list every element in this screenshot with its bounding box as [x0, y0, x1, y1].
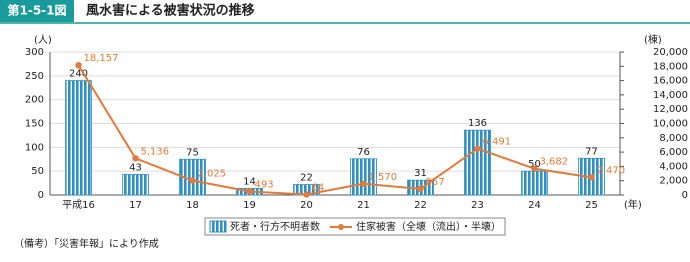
x-tick-label: 24 [528, 200, 541, 211]
y2-tick-label: 12,000 [653, 104, 688, 115]
x-tick-label: 25 [585, 200, 598, 211]
bar-value-label: 76 [357, 147, 370, 158]
bar [521, 170, 548, 196]
line-point [588, 174, 595, 181]
y-tick-label: 0 [38, 190, 44, 201]
bar [464, 129, 491, 196]
y2-tick-label: 2,000 [659, 176, 688, 187]
y-tick-label: 250 [25, 71, 44, 82]
line-point [417, 185, 424, 193]
x-tick-label: 20 [300, 200, 313, 211]
x-axis-unit: (年) [624, 198, 642, 211]
line-point [360, 180, 367, 187]
x-tick-label: 18 [186, 200, 199, 211]
line-point [303, 191, 310, 198]
y-tick-label: 150 [25, 119, 44, 130]
line-value-label: 3,682 [540, 157, 569, 168]
line-value-label: 1,570 [369, 172, 398, 183]
bar-value-label: 50 [528, 159, 541, 170]
figure-badge [0, 0, 74, 22]
y2-tick-label: 6,000 [659, 147, 688, 158]
line-value-label: 18,157 [84, 53, 119, 64]
line-value-label: 493 [255, 179, 274, 190]
legend-box [204, 217, 506, 236]
line-value-label: 64 [312, 183, 325, 194]
bar [122, 174, 149, 196]
line [77, 64, 592, 196]
line-value-label: 2,470 [597, 165, 626, 176]
y2-tick-label: 16,000 [653, 76, 688, 87]
bar-value-label: 43 [129, 163, 142, 174]
line-point [132, 155, 139, 162]
bar [350, 158, 377, 196]
page-title: 風水害による被害状況の推移 [86, 3, 255, 19]
x-tick-label: 23 [471, 200, 484, 211]
y-axis-label: (人) [34, 34, 52, 46]
y-tick-label: 200 [25, 95, 44, 106]
bar-value-label: 31 [414, 168, 427, 179]
y2-tick-label: 8,000 [659, 133, 688, 144]
y-tick-label: 100 [25, 142, 44, 153]
line-point [474, 145, 481, 152]
bar-value-label: 14 [243, 176, 256, 187]
y2-tick-label: 14,000 [653, 90, 688, 101]
y2-axis-label: (棟) [644, 33, 662, 46]
x-tick-label: 17 [129, 200, 142, 211]
legend-label: 住家被害（全壊（流出）・半壊） [356, 220, 501, 233]
y2-tick-label: 0 [682, 190, 688, 201]
line-point [189, 177, 196, 184]
bar-value-label: 136 [468, 118, 487, 129]
y2-tick-label: 20,000 [653, 47, 688, 58]
y2-tick-label: 4,000 [659, 161, 688, 172]
x-tick-label: 19 [243, 200, 256, 211]
bar-value-label: 77 [585, 146, 598, 157]
line-value-label: 6,491 [483, 137, 512, 148]
x-tick-label: 22 [414, 200, 427, 211]
figure-number: 第1-5-1図 [7, 3, 66, 18]
line-point [75, 61, 82, 69]
y2-tick-label: 18,000 [653, 61, 688, 72]
bar [65, 80, 92, 196]
bar-value-label: 22 [300, 173, 313, 184]
note: （備考）「災害年報」により作成 [14, 237, 159, 250]
bar-value-label: 240 [69, 69, 88, 80]
line-value-label: 2,025 [198, 169, 227, 180]
legend-swatch [338, 224, 344, 230]
y-tick-label: 50 [31, 166, 44, 177]
line-value-label: 5,136 [141, 146, 170, 157]
bar-value-label: 75 [186, 147, 199, 158]
x-tick-label: 平成16 [62, 199, 95, 211]
y-tick-label: 300 [25, 47, 44, 58]
line-point [531, 165, 538, 172]
legend-swatch [209, 220, 227, 233]
line-value-label: 857 [426, 177, 445, 188]
legend-label: 死者・行方不明者数 [230, 220, 320, 233]
x-tick-label: 21 [357, 200, 370, 211]
y2-tick-label: 10,000 [653, 119, 688, 130]
line-point [246, 188, 253, 195]
